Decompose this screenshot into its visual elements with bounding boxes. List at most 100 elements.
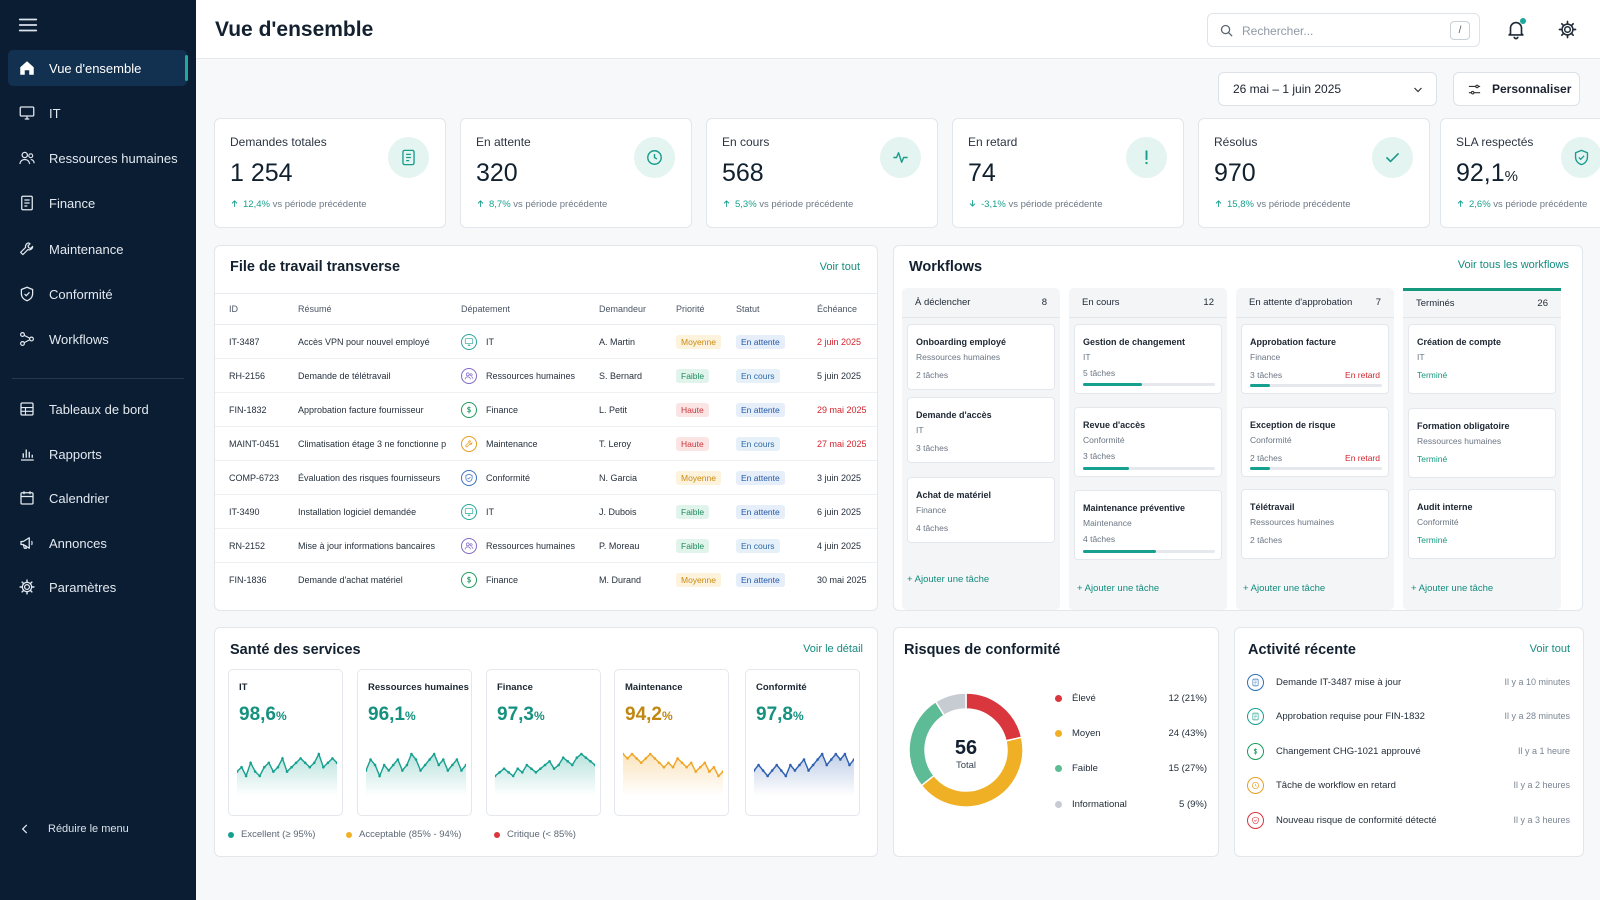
worklist-title: File de travail transverse	[230, 259, 401, 275]
add-task-button[interactable]: + Ajouter une tâche	[1243, 583, 1326, 594]
workflow-card[interactable]: Maintenance préventive Maintenance 4 tâc…	[1074, 490, 1222, 560]
service-health-detail-link[interactable]: Voir le détail	[803, 643, 863, 655]
activity-item[interactable]: Demande IT-3487 mise à jour Il y a 10 min…	[1247, 673, 1577, 691]
sidebar-item-it[interactable]: IT	[8, 95, 187, 131]
bar-chart-icon	[18, 445, 36, 463]
activity-text: Demande IT-3487 mise à jour	[1276, 676, 1402, 688]
workflow-card[interactable]: Gestion de changement IT 5 tâches	[1074, 324, 1222, 394]
add-task-button[interactable]: + Ajouter une tâche	[1077, 583, 1160, 594]
sidebar-item-annonces[interactable]: Annonces	[8, 525, 187, 561]
kpi-compare: vs période précédente	[272, 199, 367, 210]
kpi-card-sla-respectes[interactable]: SLA respectés 92,1% 2,6% vs période préc…	[1440, 118, 1600, 228]
workflow-card[interactable]: Approbation facture Finance 3 tâches En …	[1241, 324, 1389, 394]
workflow-card-tasks: 2 tâches	[1250, 453, 1283, 463]
col-header-statut[interactable]: Statut	[722, 293, 803, 325]
col-header-resume[interactable]: Résumé	[284, 293, 447, 325]
sidebar-item-ressources-humaines[interactable]: Ressources humaines	[8, 140, 187, 176]
activity-item[interactable]: Approbation requise pour FIN-1832 Il y a …	[1247, 707, 1577, 725]
table-row[interactable]: MAINT-0451 Climatisation étage 3 ne fonc…	[215, 426, 877, 461]
activity-item[interactable]: Changement CHG-1021 approuvé Il y a 1 heu…	[1247, 742, 1577, 760]
col-header-priorite[interactable]: Priorité	[662, 293, 722, 325]
kpi-card-resolus[interactable]: Résolus 970 15,8% vs période précédente	[1198, 118, 1430, 228]
kpi-card-en-cours[interactable]: En cours 568 5,3% vs période précédente	[706, 118, 938, 228]
workflow-card[interactable]: Onboarding employé Ressources humaines 2…	[907, 324, 1055, 390]
sparkline-point	[712, 765, 716, 769]
workflow-card[interactable]: Achat de matériel Finance 4 tâches	[907, 477, 1055, 543]
workflow-card[interactable]: Demande d'accès IT 3 tâches	[907, 397, 1055, 463]
service-value: 96,1%	[368, 704, 416, 726]
table-row[interactable]: RN-2152 Mise à jour informations bancair…	[215, 528, 877, 563]
search-input[interactable]	[1242, 21, 1432, 41]
workflow-card[interactable]: Télétravail Ressources humaines 2 tâches	[1241, 489, 1389, 559]
workflow-card[interactable]: Exception de risque Conformité 2 tâches …	[1241, 407, 1389, 477]
worklist-card: File de travail transverse Voir tout ID …	[214, 245, 878, 611]
receipt-icon	[1247, 707, 1264, 725]
kpi-card-en-retard[interactable]: En retard 74 -3,1% vs période précédente	[952, 118, 1184, 228]
sidebar-item-calendrier[interactable]: Calendrier	[8, 480, 187, 516]
workflow-card[interactable]: Revue d'accès Conformité 3 tâches	[1074, 407, 1222, 477]
progress-fill	[1250, 384, 1270, 387]
search-box[interactable]: /	[1207, 13, 1480, 47]
kpi-delta: 8,7%	[489, 199, 511, 210]
sparkline-point	[648, 752, 652, 756]
arrow-up-icon	[722, 199, 731, 208]
status-badge: En attente	[736, 334, 785, 349]
notifications-button[interactable]	[1505, 18, 1527, 40]
sparkline-point	[317, 752, 321, 756]
sidebar-item-finance[interactable]: Finance	[8, 185, 187, 221]
activity-item[interactable]: Tâche de workflow en retard Il y a 2 heur…	[1247, 776, 1577, 794]
workflow-card[interactable]: Création de compte IT Terminé	[1408, 324, 1556, 394]
add-task-button[interactable]: + Ajouter une tâche	[907, 574, 990, 585]
service-card-ressources-humaines[interactable]: Ressources humaines 96,1%	[357, 669, 472, 816]
menu-icon[interactable]	[17, 14, 39, 36]
table-row[interactable]: RH-2156 Demande de télétravail Ressource…	[215, 358, 877, 393]
table-row[interactable]: IT-3490 Installation logiciel demandée I…	[215, 494, 877, 529]
service-card-it[interactable]: IT 98,6%	[228, 669, 343, 816]
monitor-icon	[461, 333, 477, 350]
sidebar-item-workflows[interactable]: Workflows	[8, 321, 187, 357]
col-header-id[interactable]: ID	[215, 293, 284, 325]
customize-button[interactable]: Personnaliser	[1453, 72, 1580, 106]
table-row[interactable]: COMP-6723 Évaluation des risques fournis…	[215, 460, 877, 495]
date-range-select[interactable]: 26 mai – 1 juin 2025	[1218, 72, 1437, 106]
recent-activity-view-all-link[interactable]: Voir tout	[1529, 643, 1570, 655]
kpi-card-en-attente[interactable]: En attente 320 8,7% vs période précédent…	[460, 118, 692, 228]
sparkline-point	[312, 761, 316, 765]
workflow-card[interactable]: Audit interne Conformité Terminé	[1408, 489, 1556, 559]
chevron-left-icon	[21, 824, 28, 834]
sparkline-point	[539, 767, 542, 770]
table-row[interactable]: FIN-1836 Demande d'achat matériel Financ…	[215, 563, 877, 597]
workflow-card[interactable]: Formation obligatoire Ressources humaine…	[1408, 408, 1556, 478]
sidebar-item-tableaux-de-bord[interactable]: Tableaux de bord	[8, 391, 187, 427]
progress-bar	[1083, 467, 1215, 470]
cell-summary: Demande de télétravail	[284, 358, 447, 393]
add-task-button[interactable]: + Ajouter une tâche	[1411, 583, 1494, 594]
worklist-view-all-link[interactable]: Voir tout	[819, 261, 860, 273]
table-row[interactable]: IT-3487 Accès VPN pour nouvel employé IT…	[215, 324, 877, 359]
service-sparkline	[495, 752, 595, 796]
service-card-finance[interactable]: Finance 97,3%	[486, 669, 601, 816]
sparkline-point	[410, 752, 413, 756]
kpi-card-demandes-totales[interactable]: Demandes totales 1 254 12,4% vs période …	[214, 118, 446, 228]
col-header-departement[interactable]: Dépatement	[447, 293, 585, 325]
sidebar-item-parametres[interactable]: Paramètres	[8, 569, 187, 605]
col-header-echeance[interactable]: Échéance	[803, 293, 877, 325]
service-card-maintenance[interactable]: Maintenance 94,2%	[614, 669, 729, 816]
sidebar-item-conformite[interactable]: Conformité	[8, 276, 187, 312]
sidebar-item-vue-ensemble[interactable]: Vue d'ensemble	[8, 50, 188, 86]
sparkline-point	[455, 758, 459, 761]
service-card-conformite[interactable]: Conformité 97,8%	[745, 669, 860, 816]
settings-button[interactable]	[1557, 19, 1578, 40]
home-icon	[18, 59, 36, 77]
sidebar-item-rapports[interactable]: Rapports	[8, 436, 187, 472]
collapse-menu-button[interactable]: Réduire le menu	[18, 822, 129, 836]
service-value: 94,2%	[625, 704, 673, 726]
sparkline-point	[685, 765, 688, 769]
col-header-demandeur[interactable]: Demandeur	[585, 293, 662, 325]
table-row[interactable]: FIN-1832 Approbation facture fournisseur…	[215, 392, 877, 427]
users-icon	[461, 537, 477, 554]
activity-item[interactable]: Nouveau risque de conformité détecté Il y…	[1247, 811, 1577, 829]
dept-label: Maintenance	[486, 438, 538, 449]
workflows-view-all-link[interactable]: Voir tous les workflows	[1457, 259, 1569, 271]
sidebar-item-maintenance[interactable]: Maintenance	[8, 231, 187, 267]
